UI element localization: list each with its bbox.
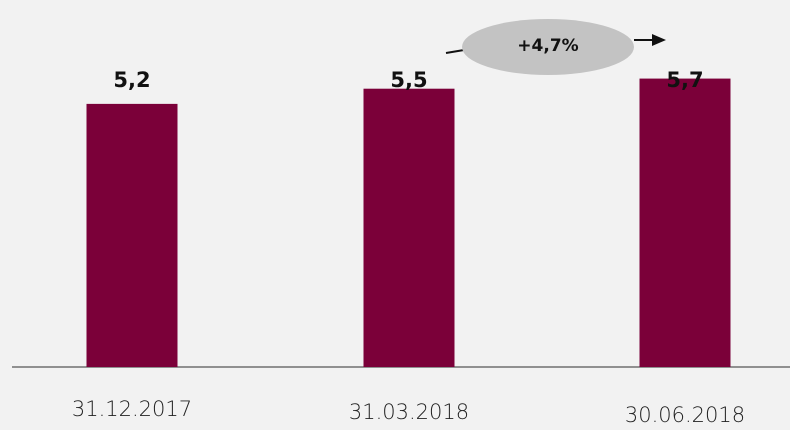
value-label: 5,7 xyxy=(666,68,703,92)
x-tick-label: 31.03.2018 xyxy=(349,400,469,424)
value-label: 5,2 xyxy=(113,68,150,92)
x-tick-label: 31.12.2017 xyxy=(72,397,192,421)
bar xyxy=(86,103,178,367)
value-label: 5,5 xyxy=(390,68,427,92)
annotation-line xyxy=(445,49,465,54)
annotation-arrowhead xyxy=(652,34,666,46)
annotation-text: +4,7% xyxy=(517,36,578,56)
bar xyxy=(363,88,455,367)
growth-annotation: +4,7% xyxy=(445,19,666,75)
x-tick-label: 30.06.2018 xyxy=(625,403,745,427)
bar xyxy=(639,78,731,367)
annotation-ellipse xyxy=(462,19,634,75)
